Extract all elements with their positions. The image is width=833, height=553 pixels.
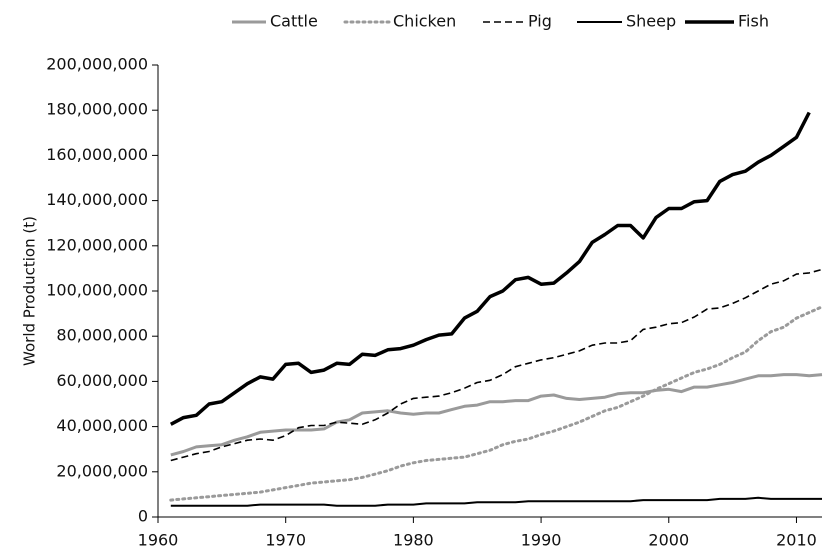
x-tick-label: 1990 [521, 531, 562, 550]
x-tick-label: 2000 [648, 531, 689, 550]
y-tick-label: 140,000,000 [46, 190, 148, 209]
x-tick-label: 1980 [393, 531, 434, 550]
y-tick-label: 100,000,000 [46, 281, 148, 300]
x-tick-label: 1960 [138, 531, 179, 550]
y-tick-label: 60,000,000 [56, 371, 148, 390]
y-axis-label: World Production (t) [21, 216, 39, 366]
x-tick-label: 2010 [776, 531, 817, 550]
y-tick-label: 120,000,000 [46, 235, 148, 254]
legend-label: Pig [528, 12, 552, 31]
y-tick-label: 80,000,000 [56, 326, 148, 345]
series-line [170, 496, 822, 507]
series-line [170, 268, 823, 462]
series-line [170, 373, 823, 457]
y-tick-label: 20,000,000 [56, 461, 148, 480]
series-line [169, 305, 824, 502]
y-tick-label: 200,000,000 [46, 55, 148, 74]
legend-label: Chicken [393, 12, 456, 31]
y-tick-label: 180,000,000 [46, 100, 148, 119]
y-tick-label: 0 [138, 507, 148, 526]
y-tick-label: 40,000,000 [56, 416, 148, 435]
y-tick-label: 160,000,000 [46, 145, 148, 164]
x-tick-label: 1970 [265, 531, 306, 550]
legend-label: Sheep [626, 12, 676, 31]
legend-label: Cattle [270, 12, 318, 31]
series-line [169, 111, 811, 426]
legend-label: Fish [738, 12, 769, 31]
